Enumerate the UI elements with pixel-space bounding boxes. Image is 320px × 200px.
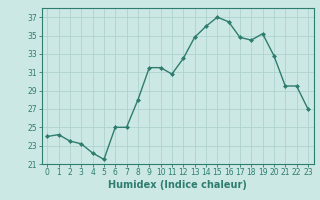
X-axis label: Humidex (Indice chaleur): Humidex (Indice chaleur) <box>108 180 247 190</box>
